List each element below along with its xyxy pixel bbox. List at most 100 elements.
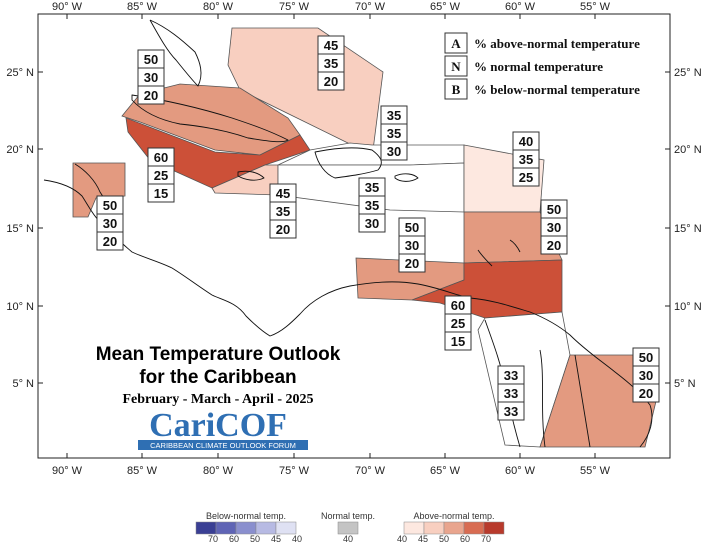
probability-labels: 45 35 20 50 30 20 60 25 15 45 35 20 50 3… [96, 35, 660, 421]
prob-box-abc-islands: 50 30 20 [398, 217, 426, 273]
prob-above: 50 [639, 350, 653, 365]
prob-below: 30 [365, 216, 379, 231]
colorbar-tick: 45 [418, 534, 428, 542]
lon-label: 55° W [580, 1, 611, 13]
colorbar-tick: 70 [481, 534, 491, 542]
map-period: February - March - April - 2025 [122, 392, 313, 407]
prob-normal: 25 [154, 168, 168, 183]
lon-label: 65° W [430, 1, 461, 13]
prob-normal: 33 [504, 386, 518, 401]
zone-cuba-caymans [125, 117, 311, 189]
logo-bar [138, 440, 308, 450]
key-text: % below-normal temperature [474, 82, 640, 97]
prob-box-jamaica: 45 35 20 [269, 183, 297, 239]
prob-above: 60 [154, 150, 168, 165]
logo-wordmark: CariCOF [149, 407, 287, 444]
latitude-labels-left: 25° N 20° N 15° N 10° N 5° N [6, 67, 34, 390]
key-row-normal: N % normal temperature [444, 55, 603, 77]
colorbar-below: Below-normal temp. [195, 511, 297, 535]
prob-normal: 35 [365, 198, 379, 213]
prob-below: 20 [103, 234, 117, 249]
lon-label: 70° W [355, 465, 386, 477]
prob-above: 35 [387, 108, 401, 123]
lon-label: 80° W [203, 465, 234, 477]
lat-label: 5° N [12, 378, 34, 390]
lat-label: 10° N [674, 301, 702, 313]
lon-label: 60° W [505, 465, 536, 477]
colorbar-tick: 70 [208, 534, 218, 542]
prob-below: 30 [387, 144, 401, 159]
colorbar-tick: 50 [250, 534, 260, 542]
prob-below: 25 [519, 170, 533, 185]
key-row-above: A % above-normal temperature [444, 32, 640, 54]
prob-below: 20 [324, 74, 338, 89]
prob-above: 50 [103, 198, 117, 213]
prob-box-windward-islands: 50 30 20 [540, 199, 568, 255]
prob-above: 33 [504, 368, 518, 383]
map-title-line1: Mean Temperature Outlook [96, 344, 341, 365]
prob-below: 33 [504, 404, 518, 419]
lat-label: 10° N [6, 301, 34, 313]
prob-normal: 30 [103, 216, 117, 231]
prob-box-bahamas: 45 35 20 [317, 35, 345, 91]
prob-above: 50 [144, 52, 158, 67]
prob-box-northern-leewards: 40 35 25 [512, 131, 540, 187]
lat-label: 5° N [674, 378, 696, 390]
lat-label: 20° N [6, 144, 34, 156]
prob-above: 60 [451, 298, 465, 313]
prob-below: 20 [276, 222, 290, 237]
key-text: % normal temperature [474, 59, 603, 74]
prob-box-hispaniola-south: 35 35 30 [358, 177, 386, 233]
prob-above: 45 [324, 38, 338, 53]
colorbar-title: Normal temp. [321, 511, 375, 521]
prob-normal: 35 [519, 152, 533, 167]
lat-label: 25° N [674, 67, 702, 79]
lat-label: 15° N [6, 223, 34, 235]
prob-above: 45 [276, 186, 290, 201]
prob-box-northwest-caribbean: 50 30 20 [137, 49, 165, 105]
colorbar-tick: 60 [229, 534, 239, 542]
lon-label: 85° W [127, 465, 158, 477]
map-title-line2: for the Caribbean [139, 367, 296, 388]
prob-box-hispaniola-north: 35 35 30 [380, 105, 408, 161]
colorbar-above: Above-normal temp. [403, 511, 505, 535]
lat-label: 15° N [674, 223, 702, 235]
latitude-labels-right: 25° N 20° N 15° N 10° N 5° N [674, 67, 702, 390]
lon-label: 75° W [279, 465, 310, 477]
logo-subtitle: CARIBBEAN CLIMATE OUTLOOK FORUM [150, 441, 296, 450]
lon-label: 60° W [505, 1, 536, 13]
prob-box-guyana: 33 33 33 [497, 365, 525, 421]
prob-normal: 35 [324, 56, 338, 71]
prob-below: 20 [144, 88, 158, 103]
lon-label: 90° W [52, 1, 83, 13]
colorbar-tick: 40 [397, 534, 407, 542]
prob-above: 50 [547, 202, 561, 217]
key-letter: B [452, 82, 461, 97]
lon-label: 65° W [430, 465, 461, 477]
prob-below: 15 [451, 334, 465, 349]
prob-box-trinidad-tobago: 60 25 15 [444, 295, 472, 351]
lon-label: 90° W [52, 465, 83, 477]
longitude-labels-bottom: 90° W 85° W 80° W 75° W 70° W 65° W 60° … [52, 465, 611, 477]
colorbar-normal: Normal temp. [321, 511, 375, 535]
prob-box-cuba-caymans: 60 25 15 [147, 147, 175, 203]
colorbar-title: Below-normal temp. [206, 511, 286, 521]
prob-box-belize: 50 30 20 [96, 195, 124, 251]
colorbar-tick: 40 [292, 534, 302, 542]
colorbar-tick: 45 [271, 534, 281, 542]
abn-key: A % above-normal temperature N % normal … [444, 32, 640, 100]
colorbar-title: Above-normal temp. [413, 511, 494, 521]
prob-normal: 30 [405, 238, 419, 253]
lat-label: 25° N [6, 67, 34, 79]
key-letter: A [451, 36, 461, 51]
key-letter: N [451, 59, 461, 74]
key-text: % above-normal temperature [474, 36, 640, 51]
lon-label: 70° W [355, 1, 386, 13]
prob-below: 15 [154, 186, 168, 201]
prob-above: 40 [519, 134, 533, 149]
lat-label: 20° N [674, 144, 702, 156]
lon-label: 85° W [127, 1, 158, 13]
tick-marks [38, 14, 670, 458]
lon-label: 80° W [203, 1, 234, 13]
